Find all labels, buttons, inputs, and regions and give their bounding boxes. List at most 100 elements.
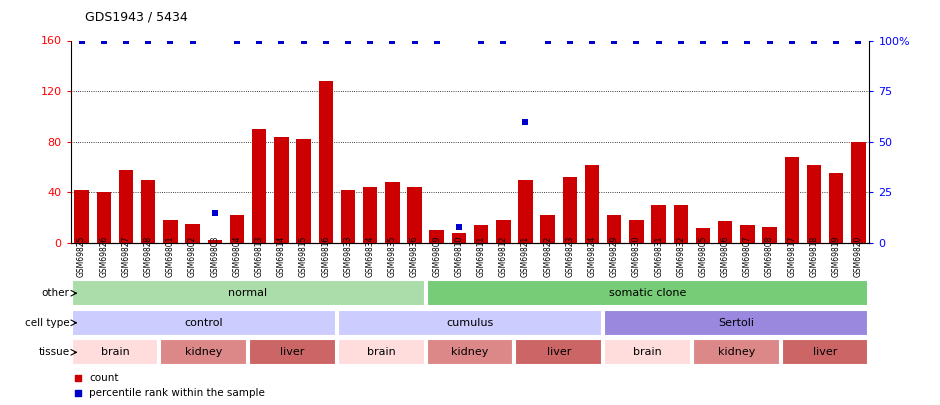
Bar <box>604 339 691 365</box>
Point <box>185 37 200 44</box>
Text: GSM69809: GSM69809 <box>432 236 441 277</box>
Point <box>762 37 777 44</box>
Bar <box>427 280 869 306</box>
Bar <box>71 280 425 306</box>
Text: GSM69805: GSM69805 <box>698 236 708 277</box>
Text: GSM69816: GSM69816 <box>321 236 330 277</box>
Bar <box>164 220 178 243</box>
Bar <box>693 339 779 365</box>
Point <box>784 37 799 44</box>
Bar <box>338 339 425 365</box>
Point <box>474 37 489 44</box>
Bar <box>249 339 336 365</box>
Bar <box>740 225 755 243</box>
Bar <box>629 220 644 243</box>
Text: tissue: tissue <box>39 347 70 357</box>
Point <box>70 375 85 382</box>
Text: liver: liver <box>546 347 571 357</box>
Bar <box>430 230 444 243</box>
Text: GSM69833: GSM69833 <box>343 236 352 277</box>
Bar <box>97 192 111 243</box>
Bar <box>252 129 266 243</box>
Text: GSM69826: GSM69826 <box>100 236 108 277</box>
Point <box>696 37 711 44</box>
Point <box>163 37 178 44</box>
Point <box>606 37 621 44</box>
Text: kidney: kidney <box>451 347 489 357</box>
Bar <box>585 164 600 243</box>
Text: somatic clone: somatic clone <box>609 288 686 298</box>
Point <box>229 37 244 44</box>
Bar <box>829 173 843 243</box>
Text: percentile rank within the sample: percentile rank within the sample <box>89 388 265 399</box>
Text: brain: brain <box>634 347 662 357</box>
Point <box>629 37 644 44</box>
Point <box>252 37 267 44</box>
Point <box>407 37 422 44</box>
Bar <box>407 187 422 243</box>
Text: GSM69828: GSM69828 <box>144 236 152 277</box>
Bar <box>185 224 200 243</box>
Bar <box>696 228 711 243</box>
Bar <box>604 310 869 336</box>
Point <box>451 224 466 230</box>
Text: brain: brain <box>367 347 396 357</box>
Point <box>118 37 133 44</box>
Text: count: count <box>89 373 118 383</box>
Point <box>274 37 289 44</box>
Text: GSM69801: GSM69801 <box>165 236 175 277</box>
Bar <box>563 177 577 243</box>
Text: GSM69815: GSM69815 <box>299 236 308 277</box>
Bar <box>363 187 377 243</box>
Bar <box>785 157 799 243</box>
Bar <box>474 225 488 243</box>
Bar <box>71 339 158 365</box>
Bar <box>718 222 732 243</box>
Text: GSM69827: GSM69827 <box>121 236 131 277</box>
Bar <box>651 205 666 243</box>
Text: GSM69824: GSM69824 <box>588 236 597 277</box>
Text: GSM69818: GSM69818 <box>809 236 819 277</box>
Point <box>651 37 666 44</box>
Text: GSM69817: GSM69817 <box>788 236 796 277</box>
Point <box>851 37 866 44</box>
Text: Sertoli: Sertoli <box>718 318 754 328</box>
Text: GSM69810: GSM69810 <box>454 236 463 277</box>
Point <box>70 390 85 396</box>
Bar <box>338 310 602 336</box>
Text: GSM69813: GSM69813 <box>255 236 263 277</box>
Text: kidney: kidney <box>185 347 223 357</box>
Text: cell type: cell type <box>24 318 70 328</box>
Bar <box>762 226 776 243</box>
Bar <box>452 233 466 243</box>
Bar <box>496 220 510 243</box>
Bar <box>674 205 688 243</box>
Text: GSM69836: GSM69836 <box>410 236 419 277</box>
Text: normal: normal <box>228 288 268 298</box>
Bar <box>518 180 533 243</box>
Bar <box>852 142 866 243</box>
Point <box>141 37 156 44</box>
Point <box>562 37 577 44</box>
Text: GSM69812: GSM69812 <box>499 236 508 277</box>
Text: GSM69830: GSM69830 <box>632 236 641 277</box>
Point <box>430 37 445 44</box>
Point <box>673 37 688 44</box>
Bar <box>71 310 336 336</box>
Bar <box>607 215 621 243</box>
Point <box>74 37 89 44</box>
Bar <box>274 137 289 243</box>
Point <box>829 37 844 44</box>
Text: GSM69802: GSM69802 <box>188 236 197 277</box>
Point <box>296 37 311 44</box>
Text: GSM69835: GSM69835 <box>388 236 397 277</box>
Bar <box>340 190 355 243</box>
Point <box>363 37 378 44</box>
Text: GSM69807: GSM69807 <box>743 236 752 277</box>
Bar <box>807 164 822 243</box>
Text: GSM69823: GSM69823 <box>565 236 574 277</box>
Bar <box>540 215 555 243</box>
Bar <box>74 190 88 243</box>
Text: GSM69822: GSM69822 <box>543 236 552 277</box>
Point <box>340 37 355 44</box>
